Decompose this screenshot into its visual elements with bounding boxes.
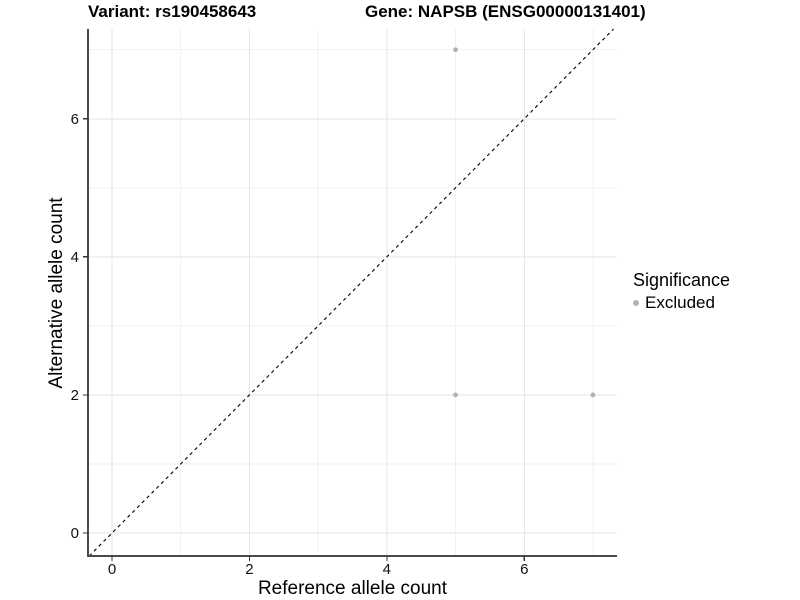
- y-axis-tick-label: 6: [71, 111, 79, 128]
- x-axis-tick-label: 2: [245, 561, 253, 578]
- y-axis-tick-label: 0: [71, 525, 79, 542]
- legend-title: Significance: [633, 270, 731, 290]
- data-point: [590, 392, 596, 398]
- excluded-point-icon: [633, 300, 639, 306]
- y-axis-title: Alternative allele count: [46, 197, 67, 389]
- x-axis-tick-label: 4: [383, 561, 391, 578]
- legend-item-label: Excluded: [645, 293, 715, 312]
- x-axis-tick-label: 6: [520, 561, 528, 578]
- legend-item-excluded: Excluded: [633, 293, 730, 313]
- y-axis-tick-label: 4: [71, 249, 79, 266]
- x-axis-title: Reference allele count: [257, 578, 448, 599]
- variant-title: Variant: rs190458643: [88, 2, 257, 21]
- y-axis-tick-label: 2: [71, 387, 79, 404]
- x-axis-tick-label: 0: [108, 561, 116, 578]
- identity-line: [88, 28, 614, 557]
- legend: Significance Excluded: [633, 270, 730, 313]
- data-point: [453, 47, 458, 53]
- gene-title: Gene: NAPSB (ENSG00000131401): [365, 2, 646, 21]
- data-point: [453, 392, 458, 398]
